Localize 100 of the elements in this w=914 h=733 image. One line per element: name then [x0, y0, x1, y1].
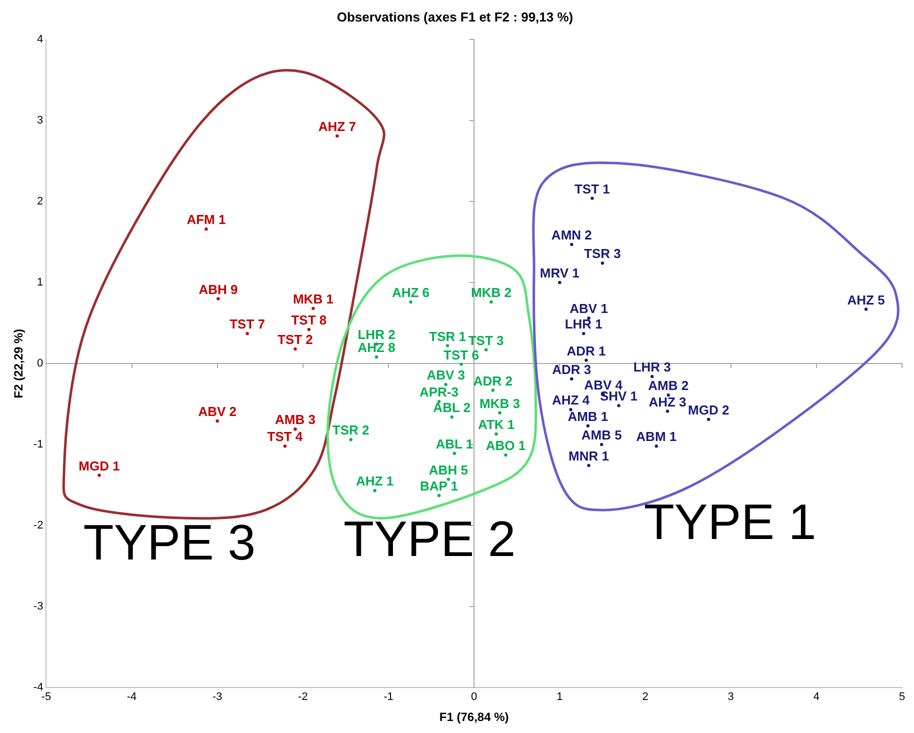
point	[312, 306, 315, 310]
point	[600, 442, 604, 446]
point	[587, 464, 590, 468]
data-label: TST 4	[267, 429, 304, 444]
data-label: AMB 2	[648, 378, 689, 394]
data-label: TST 7	[230, 316, 265, 332]
data-label: TST 2	[278, 332, 313, 348]
point	[569, 408, 572, 412]
data-label: MGD 2	[688, 402, 730, 418]
x-tick-label: -1	[384, 691, 394, 704]
y-tick-label: 4	[37, 34, 44, 46]
data-label: AMN 2	[551, 228, 592, 243]
data-label: TSR 1	[429, 328, 466, 344]
data-label: MKB 3	[480, 396, 520, 411]
point	[374, 355, 378, 359]
x-tick-label: 5	[898, 691, 906, 704]
x-tick-label: -5	[41, 691, 52, 704]
data-label: MKB 2	[470, 285, 512, 300]
annotation: TYPE 3	[83, 514, 256, 570]
point	[584, 358, 588, 362]
point	[570, 242, 574, 246]
x-tick-label: -2	[298, 691, 308, 704]
y-tick-label: -4	[33, 681, 44, 694]
point	[446, 344, 450, 348]
point	[558, 280, 562, 284]
point	[409, 300, 412, 304]
point	[484, 348, 488, 352]
point	[494, 432, 498, 436]
point	[586, 424, 590, 428]
point	[204, 227, 208, 231]
data-label: ADR 2	[473, 373, 512, 388]
data-label: ADR 1	[566, 343, 606, 358]
point	[349, 438, 352, 442]
data-label: AMB 5	[581, 428, 622, 443]
point	[336, 134, 339, 138]
point	[617, 404, 620, 408]
x-tick-label: 1	[556, 691, 563, 704]
x-tick-label: 4	[813, 691, 820, 704]
data-label: TSR 2	[332, 422, 370, 438]
data-label: MNR 1	[568, 448, 609, 464]
point	[666, 393, 670, 397]
data-label: MKB 1	[292, 292, 334, 307]
point	[373, 489, 376, 492]
y-tick-label: -3	[33, 600, 44, 612]
point	[666, 410, 670, 413]
point	[450, 415, 454, 419]
data-label: ABV 3	[426, 368, 465, 383]
point	[600, 261, 604, 265]
point	[294, 347, 297, 351]
point	[650, 374, 654, 378]
data-label: ABM 1	[636, 429, 677, 444]
point	[864, 308, 868, 311]
x-tick-label: -3	[212, 691, 222, 704]
data-label: AFM 1	[186, 212, 226, 228]
data-label: LHR 1	[564, 316, 602, 332]
data-label: BAP 1	[420, 478, 458, 494]
point	[444, 382, 448, 386]
data-label: ABO 1	[486, 438, 526, 454]
data-label: APR-3	[419, 384, 459, 400]
point	[294, 427, 297, 431]
y-tick-label: 1	[37, 276, 44, 289]
data-label: AMB 3	[275, 412, 316, 428]
y-tick-label: -1	[33, 438, 44, 451]
point	[246, 332, 249, 336]
point	[504, 453, 508, 457]
x-tick-label: 0	[471, 691, 478, 704]
data-label: ABV 2	[198, 404, 236, 420]
data-label: ABH 5	[428, 462, 468, 478]
y-tick-label: -2	[33, 519, 44, 532]
data-label: AMB 1	[568, 408, 608, 424]
point	[446, 478, 450, 481]
data-label: AHZ 5	[847, 292, 885, 308]
data-label: AHZ 6	[392, 285, 430, 300]
data-label: MRV 1	[540, 266, 580, 281]
data-label: LHR 2	[358, 327, 396, 342]
point	[570, 377, 574, 380]
annotation: TYPE 2	[343, 511, 516, 568]
data-label: TSR 3	[584, 246, 621, 262]
point	[491, 388, 495, 392]
x-axis-title: F1 (76,84 %)	[439, 710, 509, 724]
data-label: ABV 1	[570, 301, 608, 316]
point	[98, 474, 101, 477]
point	[654, 444, 658, 448]
data-label: ABH 9	[198, 282, 238, 297]
y-axis-title: F2 (22,29 %)	[12, 328, 26, 398]
point	[706, 418, 710, 421]
data-label: TST 3	[468, 332, 504, 348]
data-label: TST 1	[574, 181, 610, 196]
data-label: AHZ 8	[358, 340, 396, 356]
data-label: MGD 1	[78, 458, 120, 474]
data-label: TST 6	[444, 347, 479, 362]
x-tick-label: 3	[728, 691, 734, 704]
point	[590, 196, 594, 200]
point	[216, 419, 219, 423]
point	[307, 328, 311, 332]
y-tick-label: 3	[37, 114, 44, 127]
chart-title: Observations (axes F1 et F2 : 99,13 %)	[336, 9, 574, 24]
point	[490, 300, 493, 304]
data-label: ADR 3	[552, 362, 592, 377]
x-tick-label: 2	[642, 691, 648, 704]
